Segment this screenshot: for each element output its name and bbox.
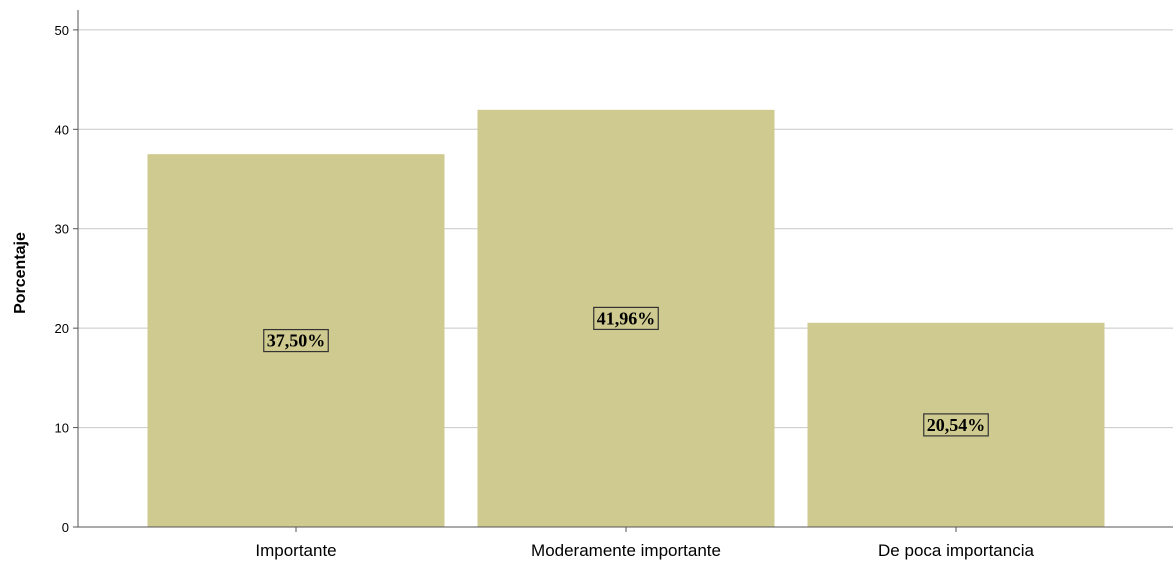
y-tick-label: 50 xyxy=(55,23,69,38)
y-axis-label: Porcentaje xyxy=(12,232,29,314)
y-tick-label: 10 xyxy=(55,421,69,436)
y-tick-labels: 0 10 20 30 40 50 xyxy=(55,23,69,535)
category-label: De poca importancia xyxy=(878,541,1034,560)
category-label: Importante xyxy=(255,541,336,560)
data-label: 20,54% xyxy=(923,413,989,437)
y-tick-label: 30 xyxy=(55,222,69,237)
data-labels: 37,50% 41,96% 20,54% xyxy=(263,306,989,437)
data-label-text: 37,50% xyxy=(267,331,326,351)
category-label: Moderamente importante xyxy=(531,541,721,560)
data-label-box xyxy=(263,328,329,353)
data-label-text: 41,96% xyxy=(597,308,656,328)
data-label: 37,50% xyxy=(263,328,329,353)
data-label-text: 20,54% xyxy=(927,415,986,435)
axes xyxy=(73,10,1173,532)
category-labels: Importante Moderamente importante De poca … xyxy=(255,541,1034,560)
y-tick-label: 20 xyxy=(55,321,69,336)
y-tick-label: 40 xyxy=(55,122,69,137)
data-label: 41,96% xyxy=(593,306,659,331)
y-tick-label: 0 xyxy=(62,520,69,535)
data-label-box xyxy=(593,306,659,331)
data-label-box xyxy=(923,413,989,437)
